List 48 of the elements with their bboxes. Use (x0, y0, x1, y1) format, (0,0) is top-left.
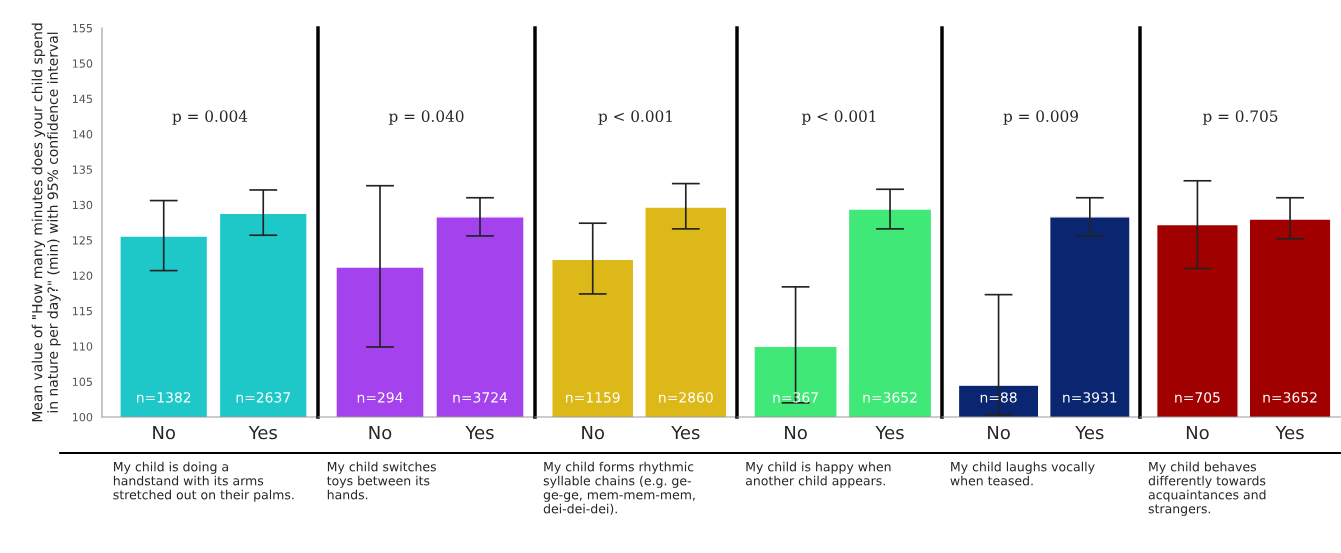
annotation: n=1382 (137, 392, 191, 403)
x-tick-label: Yes (248, 425, 277, 440)
x-tick-label: Yes (1275, 425, 1304, 440)
annotation: n=3652 (863, 392, 917, 403)
annotation: n=1159 (566, 392, 620, 403)
y-tick-label: 155 (72, 24, 92, 33)
x-tick-label: No (153, 425, 175, 440)
x-axis-title: My child forms rhythmic syllable chains (e.g. ge- ge-ge, mem-mem-mem, dei-dei-dei). (543, 461, 695, 515)
x-axis-title: My child is doing a handstand with its arms stretched out on their palms. (113, 461, 294, 502)
annotation: n=3724 (453, 392, 508, 403)
y-tick-label: 125 (72, 236, 92, 245)
annotation: n=88 (980, 392, 1017, 403)
y-tick-label: 130 (72, 200, 93, 210)
y-tick-label: 105 (72, 377, 92, 387)
y-tick-label: 140 (72, 130, 93, 139)
x-tick-label: No (785, 425, 807, 440)
y-tick-label: 150 (72, 59, 93, 68)
x-tick-label: No (988, 425, 1010, 440)
annotation: n=2637 (236, 392, 290, 403)
x-tick-label: No (369, 425, 392, 440)
annotation: p = 0.705 (1202, 110, 1278, 125)
y-tick-label: 110 (72, 342, 93, 351)
y-tick-label: 115 (72, 307, 92, 316)
x-tick-label: No (582, 425, 604, 440)
annotation: n=3652 (1263, 392, 1317, 403)
x-axis-title: My child switches toys between its hands. (327, 461, 436, 500)
x-tick-label: Yes (1075, 425, 1104, 440)
y-tick-label: 100 (72, 412, 93, 422)
y-tick-label: 120 (72, 271, 93, 280)
annotation: n=705 (1175, 392, 1220, 403)
x-tick-label: Yes (465, 425, 494, 440)
annotation: p < 0.001 (598, 110, 672, 125)
annotation: p = 0.009 (1003, 110, 1078, 125)
x-axis-title: My child behaves differently towards acquaintances and strangers. (1148, 461, 1266, 516)
x-axis-title: My child laughs vocally when teased. (950, 461, 1095, 486)
annotation: p = 0.040 (388, 110, 464, 125)
y-tick-label: 145 (72, 94, 92, 104)
annotation: n=2860 (659, 392, 713, 403)
annotation: n=294 (357, 392, 403, 403)
annotation: p < 0.001 (801, 110, 876, 125)
y-tick-label: 135 (72, 165, 92, 174)
y-axis-title: Mean value of "How many minutes does your child spend in nature per day?" (min) with 95% confidence interval (31, 23, 61, 422)
x-tick-label: No (1186, 425, 1209, 440)
x-tick-label: Yes (875, 425, 904, 440)
annotation: p = 0.004 (172, 110, 248, 125)
x-tick-label: Yes (671, 425, 700, 440)
x-axis-title: My child is happy when another child appears. (745, 461, 891, 488)
annotation: n=3931 (1063, 392, 1117, 403)
